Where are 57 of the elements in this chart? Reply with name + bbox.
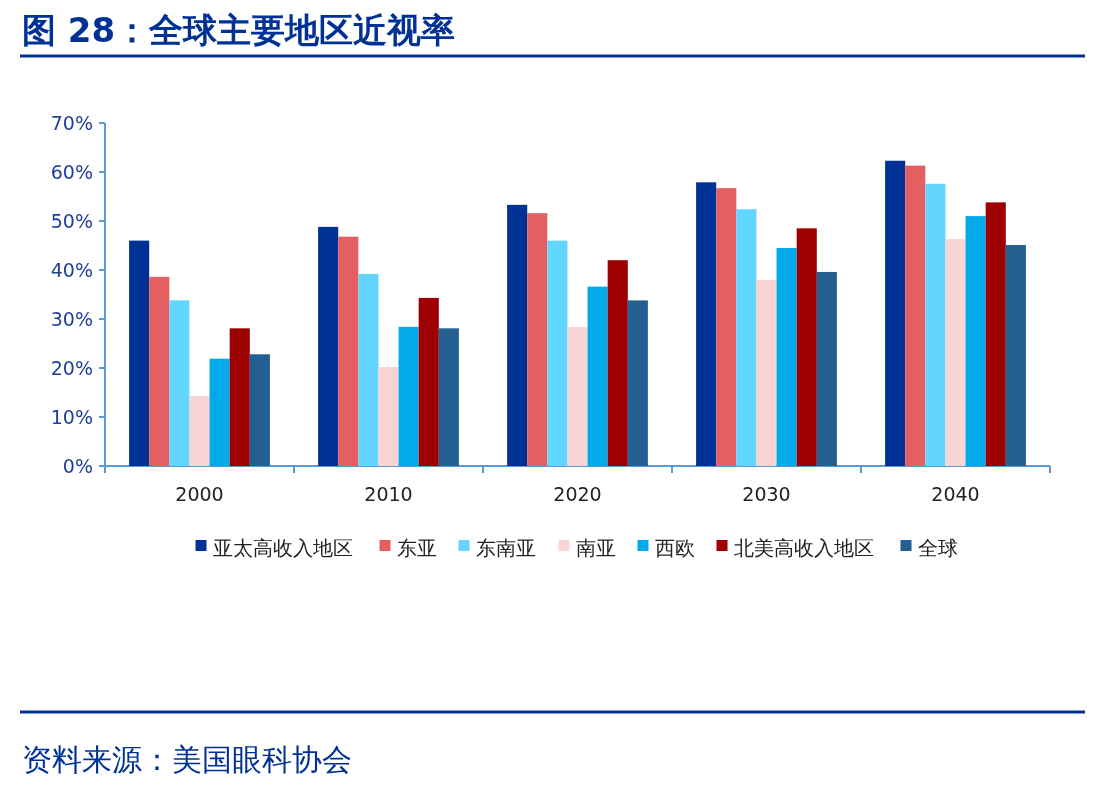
bar [816,271,837,466]
x-tick-label: 2030 [742,483,791,505]
legend-label: 北美高收入地区 [733,536,874,560]
legend-label: 亚太高收入地区 [212,536,353,560]
bar [507,204,528,466]
bar [169,300,190,466]
bar [696,182,717,466]
bar [547,240,568,466]
bar [756,279,777,466]
bar [229,328,250,466]
y-tick-label: 0% [62,455,93,477]
bar [985,202,1006,466]
legend-label: 西欧 [654,536,695,560]
bar [527,213,548,466]
bar [965,216,986,466]
bar [358,273,379,466]
y-tick-label: 70% [50,112,93,134]
bar [129,240,150,466]
y-tick-label: 60% [50,161,93,183]
bar [607,260,628,466]
y-tick-label: 50% [50,210,93,232]
bar [1005,245,1026,466]
bar [627,300,648,466]
bar [925,183,946,466]
bar [438,328,459,466]
bar [338,236,359,466]
chart-title: 图 28：全球主要地区近视率 [22,10,456,50]
x-tick-label: 2000 [175,483,224,505]
bar [378,367,399,466]
legend-label: 东南亚 [475,536,536,560]
y-tick-label: 40% [50,259,93,281]
y-tick-label: 10% [50,406,93,428]
bar [587,286,608,466]
bar [736,209,757,466]
bar [796,228,817,466]
bar [189,395,210,466]
bar [885,160,906,466]
bar [249,354,270,466]
bar [418,297,439,466]
bar [209,358,230,466]
x-tick-label: 2010 [364,483,413,505]
bar [776,247,797,466]
legend-label: 全球 [917,536,958,560]
bar [567,326,588,466]
bar [716,188,737,466]
x-tick-label: 2040 [931,483,980,505]
legend-label: 南亚 [575,536,616,560]
bar [398,326,419,466]
y-tick-label: 20% [50,357,93,379]
text: 资料来源：美国眼科协会 [22,742,352,777]
x-tick-label: 2020 [553,483,602,505]
legend-label: 东亚 [396,536,437,560]
bar [945,239,966,466]
bar [318,226,339,466]
y-tick-label: 30% [50,308,93,330]
bar [905,165,926,466]
bar [149,276,170,466]
